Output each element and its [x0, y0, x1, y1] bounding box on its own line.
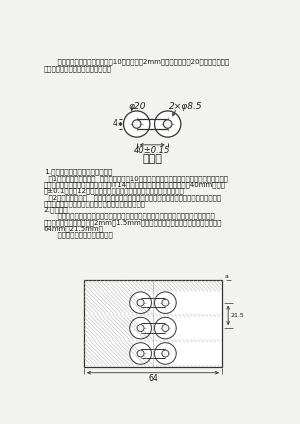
Circle shape [154, 292, 176, 313]
Text: 图示连接板冲裁零件，材料为10板，厚度为2mm，该零件年产量20万件，试确定该: 图示连接板冲裁零件，材料为10板，厚度为2mm，该零件年产量20万件，试确定该 [44, 59, 229, 65]
Circle shape [137, 350, 144, 357]
Circle shape [132, 120, 141, 128]
Text: 根据该零件毛坯的形状特点，可确定采用直列单排的排样形式。查表题的条料边缘的: 根据该零件毛坯的形状特点，可确定采用直列单排的排样形式。查表题的条料边缘的 [44, 213, 214, 220]
Circle shape [130, 343, 152, 364]
Text: 大，形状简单，所以该零件宜采用复合冲压方式加工。: 大，形状简单，所以该零件宜采用复合冲压方式加工。 [44, 200, 146, 207]
Text: 64: 64 [148, 374, 158, 383]
Text: （2）冲压工艺方案   该零件的成形包括落料和冲孔两个基本工序，由于该零件的生产数量: （2）冲压工艺方案 该零件的成形包括落料和冲孔两个基本工序，由于该零件的生产数量 [44, 194, 221, 201]
Circle shape [162, 350, 169, 357]
Circle shape [154, 343, 176, 364]
Text: 21.5: 21.5 [230, 313, 244, 318]
Text: 搭边和工件间的搭边分别为2mm和1.5mm，从而可计算出条料宽度和进步步距分别为: 搭边和工件间的搭边分别为2mm和1.5mm，从而可计算出条料宽度和进步步距分别为 [44, 219, 222, 226]
Text: 注公差的尺寸，属于自由尺寸，可按IT14级确定工件尺寸的公差，孔中心距40mm的公差: 注公差的尺寸，属于自由尺寸，可按IT14级确定工件尺寸的公差，孔中心距40mm的… [44, 181, 226, 188]
Circle shape [162, 325, 169, 332]
Text: 2.排样设计: 2.排样设计 [44, 206, 68, 213]
Text: 4: 4 [112, 119, 117, 128]
Text: 零件的冲压工艺方案，并设计模具。: 零件的冲压工艺方案，并设计模具。 [44, 66, 112, 72]
Circle shape [154, 111, 181, 137]
Text: 64mm和21.5mm。: 64mm和21.5mm。 [44, 226, 104, 232]
Bar [141, 298, 165, 307]
Bar [141, 324, 165, 333]
Circle shape [137, 325, 144, 332]
Bar [141, 349, 165, 358]
Text: a: a [225, 274, 229, 279]
Bar [84, 280, 222, 367]
Circle shape [130, 292, 152, 313]
Text: φ20: φ20 [129, 102, 146, 111]
Text: （1）对冲压工艺性分析  该零件的材料为10钢，冲压性能好，形状简单，零件图上所有为标: （1）对冲压工艺性分析 该零件的材料为10钢，冲压性能好，形状简单，零件图上所有… [44, 175, 228, 181]
Text: 40±0.15: 40±0.15 [134, 146, 170, 155]
Circle shape [137, 299, 144, 306]
Bar [137, 119, 168, 129]
Circle shape [124, 111, 150, 137]
Text: 1.冲压工艺性分析及工艺方案确定: 1.冲压工艺性分析及工艺方案确定 [44, 169, 112, 175]
Circle shape [164, 120, 172, 128]
Circle shape [154, 317, 176, 339]
Circle shape [130, 317, 152, 339]
Text: 为±0.1，高于12级精度，依以普通冲模就可以达到零件的精度要求。: 为±0.1，高于12级精度，依以普通冲模就可以达到零件的精度要求。 [44, 188, 184, 194]
Circle shape [162, 299, 169, 306]
Text: 2×φ8.5: 2×φ8.5 [169, 102, 203, 111]
Text: 确定后的排样样图如图所示：: 确定后的排样样图如图所示： [44, 232, 112, 238]
Text: 零件图: 零件图 [142, 154, 162, 164]
